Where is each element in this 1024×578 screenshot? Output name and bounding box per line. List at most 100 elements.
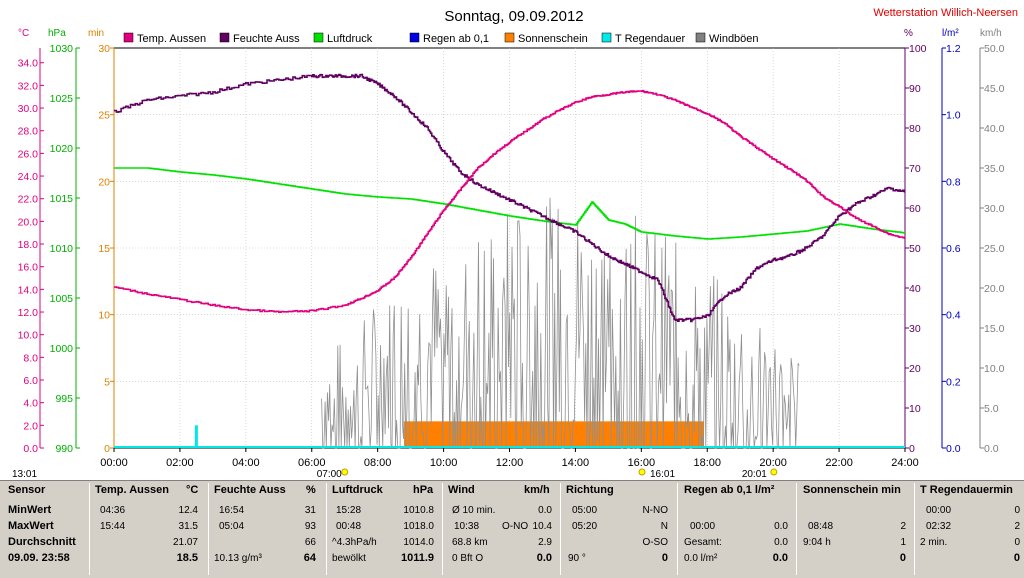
temp-axis-tick-label: 2.0 — [23, 420, 38, 432]
marker-label: 07:00 — [317, 469, 342, 480]
regd-r3: 0 — [1014, 537, 1020, 548]
dir-now: 0 — [661, 552, 668, 564]
x-tick-label: 16:00 — [628, 457, 656, 469]
hum-axis-tick-label: 0 — [909, 443, 915, 455]
temp-axis-tick-label: 26.0 — [18, 148, 39, 160]
sun-header: Sonnenschein min — [803, 484, 901, 496]
marker-label: 20:01 — [742, 469, 767, 480]
min-axis-tick-label: 15 — [98, 243, 110, 255]
press-axis-tick-label: 1015 — [50, 193, 74, 205]
hum-axis-tick-label: 90 — [909, 83, 921, 95]
press-axis-tick-label: 1020 — [50, 143, 74, 155]
x-tick-label: 20:00 — [759, 457, 787, 469]
press-min: 1010.8 — [403, 505, 434, 516]
rain-axis-tick-label: 0.0 — [946, 443, 961, 455]
press-axis-tick-label: 1030 — [50, 43, 74, 55]
legend-label: T Regendauer — [615, 33, 685, 45]
wind-unit: km/h — [980, 28, 1002, 39]
wind-distance: 68.8 km — [452, 537, 488, 548]
sun-r2-time: 08:48 — [808, 521, 834, 532]
hum-header-unit: % — [306, 484, 316, 496]
time-markers: 07:00 16:01 20:01 13:01 — [12, 468, 778, 480]
x-tick-label: 00:00 — [100, 457, 128, 469]
label-max: MaxWert — [8, 520, 54, 532]
temp-axis-tick-label: 18.0 — [18, 239, 39, 251]
dir-r1: N-NO — [642, 505, 668, 516]
regd-total: 2 min. — [920, 537, 948, 548]
rain-now: 0.0 — [772, 552, 788, 564]
regd-header: T Regendauermin — [920, 484, 1013, 496]
chart-title: Sonntag, 09.09.2012 — [444, 8, 583, 25]
pressure-line — [114, 167, 906, 240]
temp-avg: 21.07 — [172, 537, 198, 548]
temp-axis-tick-label: 6.0 — [23, 375, 38, 387]
legend-label: Feuchte Auss — [233, 33, 300, 45]
temp-axis-tick-label: 24.0 — [18, 171, 39, 183]
min-axis-tick-label: 20 — [98, 176, 110, 188]
wind-now: 0.0 — [536, 552, 552, 564]
marker-label: 16:01 — [650, 469, 675, 480]
rain-unit: l/m² — [942, 28, 959, 39]
axis-units: °C hPa min % l/m² km/h — [18, 28, 1002, 39]
x-tick-label: 22:00 — [825, 457, 853, 469]
dir-r3: O-SO — [642, 537, 668, 548]
wind-header-unit: km/h — [524, 484, 550, 496]
dir-degrees: 90 ° — [568, 553, 586, 564]
marker-dot — [638, 468, 646, 476]
wind-header: Wind — [448, 484, 475, 496]
temp-now: 18.5 — [176, 552, 198, 564]
temperature-line — [114, 89, 906, 314]
rain-r2-time: 00:00 — [690, 521, 716, 532]
press-axis-tick-label: 1000 — [50, 343, 74, 355]
x-tick-label: 02:00 — [166, 457, 194, 469]
regd-r1: 0 — [1014, 505, 1020, 516]
x-tick-label: 06:00 — [298, 457, 326, 469]
temp-axis-tick-label: 32.0 — [18, 80, 39, 92]
temp-axis-tick-label: 16.0 — [18, 262, 39, 274]
legend-label: Luftdruck — [327, 33, 373, 45]
x-tick-label: 18:00 — [693, 457, 721, 469]
wind-axis-tick-label: 15.0 — [984, 323, 1005, 335]
temp-header-unit: °C — [186, 484, 199, 496]
temp-axis-tick-label: 14.0 — [18, 284, 39, 296]
press-state: bewölkt — [332, 553, 366, 564]
wind-axis-tick-label: 50.0 — [984, 43, 1005, 55]
temp-axis-tick-label: 10.0 — [18, 330, 39, 342]
regd-r2-time: 02:32 — [926, 521, 952, 532]
wind-axis-tick-label: 35.0 — [984, 163, 1005, 175]
label-sensor: Sensor — [8, 484, 46, 496]
label-now: 09.09. 23:58 — [8, 552, 70, 564]
wind-max-dir: O-NO — [502, 521, 529, 532]
legend-label: Windböen — [709, 33, 759, 45]
rain-axis-tick-label: 1.0 — [946, 110, 961, 122]
min-axis-tick-label: 25 — [98, 110, 110, 122]
min-unit: min — [88, 28, 104, 39]
rain-axis-tick-label: 0.6 — [946, 243, 961, 255]
press-header-unit: hPa — [413, 484, 434, 496]
x-tick-label: 12:00 — [496, 457, 524, 469]
rain-axis-tick-label: 1.2 — [946, 43, 961, 55]
wind-avg: 2.9 — [538, 537, 552, 548]
press-min-time: 15:28 — [336, 505, 362, 516]
dir-r1-time: 05:00 — [572, 505, 598, 516]
hum-axis-tick-label: 30 — [909, 323, 921, 335]
legend-swatch — [219, 32, 230, 43]
axes: 0.0 2.0 4.0 6.0 8.0 10.0 12.0 14.0 16.0 18.0 20.0 2… — [18, 43, 1005, 455]
legend-swatch — [123, 32, 134, 43]
press-axis-tick-label: 990 — [55, 443, 73, 455]
hum-axis-tick-label: 80 — [909, 123, 921, 135]
press-unit: hPa — [48, 28, 66, 39]
marker-dot — [770, 468, 778, 476]
sun-r2: 2 — [900, 521, 906, 532]
rain-r2: 0.0 — [774, 521, 788, 532]
wind-axis-tick-label: 25.0 — [984, 243, 1005, 255]
dir-header: Richtung — [566, 484, 614, 496]
hum-avg: 66 — [304, 537, 316, 548]
wind-axis-tick-label: 20.0 — [984, 283, 1005, 295]
wind-max-time: 10:38 — [454, 521, 480, 532]
wind-avg10-label: Ø 10 min. — [452, 505, 496, 516]
hum-axis-tick-label: 70 — [909, 163, 921, 175]
hum-min: 31 — [304, 505, 316, 516]
weather-chart: Sonntag, 09.09.2012 Wetterstation Willic… — [12, 7, 1018, 480]
temp-axis-tick-label: 34.0 — [18, 58, 39, 70]
